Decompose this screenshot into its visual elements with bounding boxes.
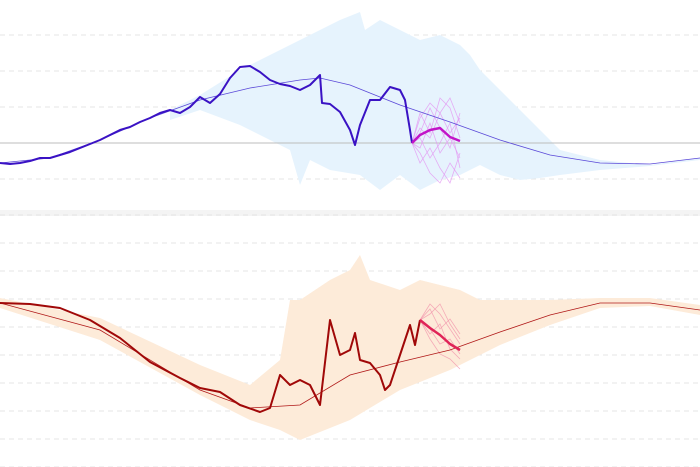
observed-line <box>0 65 413 165</box>
observed-line <box>0 302 421 413</box>
forecast-median-line <box>411 126 461 144</box>
uncertainty-band <box>170 12 700 190</box>
ensemble-line <box>411 121 461 169</box>
ensemble-line <box>411 142 461 184</box>
ensemble-line <box>419 303 461 345</box>
bottom-panel <box>0 214 700 467</box>
ensemble-line <box>419 319 461 360</box>
panel-divider <box>0 210 700 216</box>
trend-line <box>0 302 700 409</box>
ensemble-line <box>411 97 461 144</box>
forecast-median-line <box>419 319 461 352</box>
ensemble-line <box>419 319 461 370</box>
ensemble-line <box>411 97 461 144</box>
ensemble-line <box>411 142 461 184</box>
ensemble-line <box>419 308 461 335</box>
ensemble-line <box>419 303 461 340</box>
top-panel <box>0 12 700 190</box>
